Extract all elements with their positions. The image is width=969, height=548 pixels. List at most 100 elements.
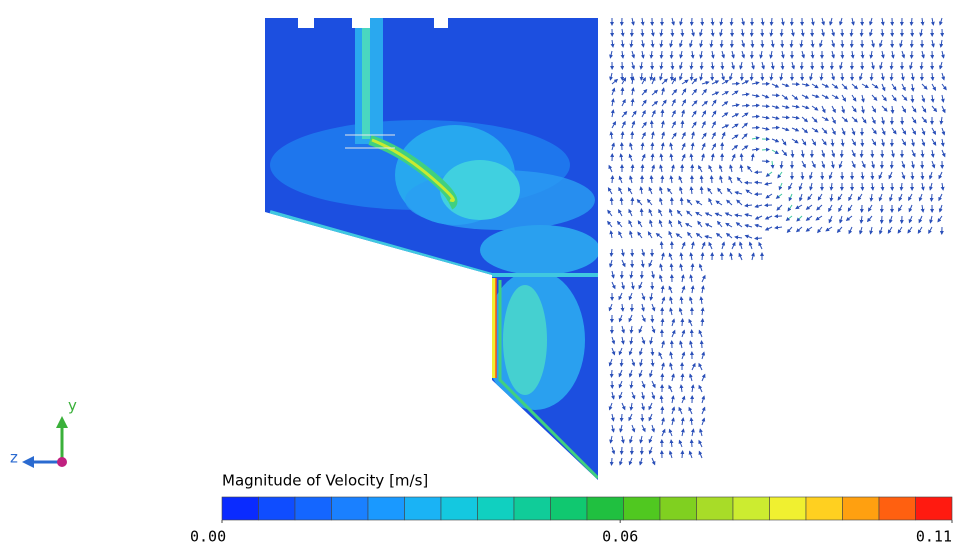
vector-arrow (680, 308, 682, 315)
vector-arrow (651, 293, 652, 300)
vector-arrow (741, 165, 742, 172)
vector-arrow (766, 227, 772, 230)
vector-arrow (660, 165, 662, 172)
vector-arrow (722, 125, 728, 128)
vector-arrow (692, 385, 693, 392)
vector-arrow (862, 172, 863, 179)
vector-arrow (871, 227, 873, 234)
vector-arrow (882, 51, 884, 58)
vector-arrow (872, 62, 874, 69)
vector-arrow (942, 150, 945, 156)
vector-arrow (735, 192, 742, 194)
vector-arrow (702, 408, 705, 415)
vector-arrow (822, 161, 824, 168)
vector-arrow (700, 29, 702, 36)
vector-arrow (912, 117, 916, 123)
vector-arrow (622, 29, 623, 36)
vector-arrow (620, 315, 623, 322)
vector-arrow (931, 194, 932, 201)
vector-arrow (612, 282, 615, 288)
vector-arrow (660, 198, 662, 205)
vector-arrow (682, 397, 685, 404)
vector-arrow (802, 172, 803, 179)
vector-arrow (639, 326, 642, 333)
vector-arrow (772, 161, 773, 168)
vector-arrow (912, 51, 913, 58)
vector-arrow (852, 139, 855, 145)
vector-arrow (858, 194, 862, 200)
vector-arrow (792, 29, 794, 36)
vector-arrow (622, 447, 623, 454)
vector-arrow (681, 297, 682, 304)
vector-arrow (709, 243, 712, 249)
vector-arrow (832, 106, 835, 112)
vector-arrow (818, 194, 822, 200)
vector-arrow (632, 121, 634, 128)
vector-arrow (679, 177, 682, 184)
vector-arrow (610, 51, 612, 58)
vector-arrow (882, 128, 885, 134)
vector-arrow (662, 253, 664, 260)
vector-arrow (622, 40, 623, 47)
vector-arrow (611, 436, 613, 443)
vector-arrow (632, 165, 633, 172)
vector-arrow (831, 194, 832, 201)
vector-arrow (932, 161, 934, 168)
vector-arrow (662, 143, 663, 150)
vector-arrow (797, 216, 802, 221)
vector-arrow (909, 194, 912, 200)
colorbar: Magnitude of Velocity [m/s] 0.000.060.11 (190, 472, 952, 546)
vector-arrow (620, 392, 623, 399)
vector-arrow (742, 81, 748, 84)
vector-arrow (642, 293, 644, 300)
velocity-contour (260, 10, 605, 490)
vector-arrow (679, 408, 682, 414)
vector-arrow (732, 62, 734, 69)
vector-arrow (672, 111, 675, 117)
vector-arrow (652, 154, 653, 161)
vector-arrow (670, 308, 672, 315)
vector-arrow (822, 84, 828, 87)
colorbar-segment (697, 497, 734, 520)
vector-arrow (608, 210, 612, 216)
vector-arrow (800, 194, 802, 201)
vector-arrow (748, 166, 752, 172)
vector-arrow (622, 100, 625, 106)
vector-arrow (920, 194, 922, 201)
vector-arrow (681, 264, 683, 271)
vector-arrow (909, 216, 912, 223)
vector-arrow (778, 172, 782, 178)
colorbar-segment (843, 497, 880, 520)
vector-arrow (692, 101, 697, 106)
vector-arrow (671, 51, 672, 58)
vector-arrow (735, 215, 742, 216)
vector-arrow (812, 117, 817, 122)
vector-arrow (640, 370, 642, 377)
vector-arrow (842, 128, 845, 135)
vector-arrow (772, 40, 773, 47)
vector-arrow (882, 183, 883, 190)
vector-arrow (732, 155, 735, 161)
vector-arrow (661, 29, 662, 36)
vector-arrow (882, 106, 887, 111)
vector-arrow (642, 133, 645, 139)
vector-arrow (629, 221, 632, 227)
vector-arrow (872, 139, 876, 145)
vector-arrow (921, 62, 922, 69)
vector-arrow (722, 92, 728, 95)
vector-arrow (632, 425, 634, 432)
vector-arrow (690, 374, 692, 381)
vector-arrow (692, 264, 693, 271)
vector-arrow (652, 425, 654, 432)
vector-arrow (922, 106, 926, 112)
vector-arrow (612, 99, 613, 106)
vector-arrow (702, 253, 703, 260)
vector-arrow (796, 205, 802, 209)
vector-arrow (756, 216, 762, 219)
vector-arrow (640, 359, 642, 366)
vector-arrow (840, 161, 842, 168)
vector-arrow (807, 205, 813, 209)
colorbar-segment (916, 497, 953, 520)
vector-arrow (822, 95, 828, 98)
vector-arrow (921, 29, 922, 36)
